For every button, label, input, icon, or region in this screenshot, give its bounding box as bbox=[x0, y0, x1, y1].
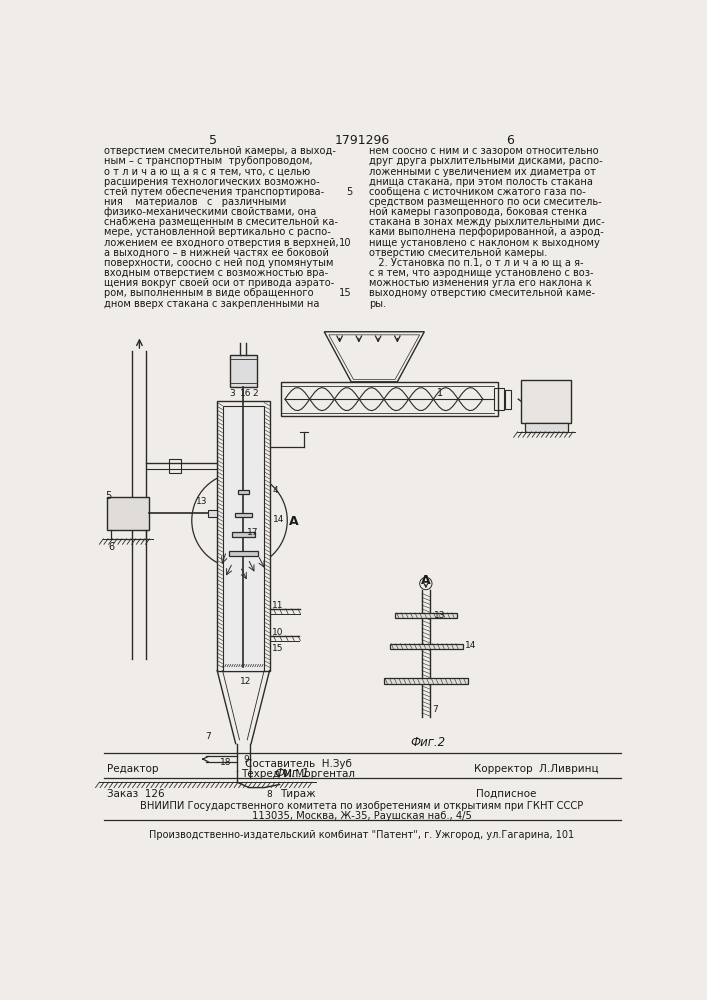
Text: 6: 6 bbox=[109, 542, 115, 552]
Text: входным отверстием с возможностью вра-: входным отверстием с возможностью вра- bbox=[104, 268, 328, 278]
Text: 2. Установка по п.1, о т л и ч а ю щ а я-: 2. Установка по п.1, о т л и ч а ю щ а я… bbox=[369, 258, 583, 268]
Text: 113035, Москва, Ж-35, Раушская наб., 4/5: 113035, Москва, Ж-35, Раушская наб., 4/5 bbox=[252, 811, 472, 821]
Text: ры.: ры. bbox=[369, 299, 386, 309]
Text: 1: 1 bbox=[437, 388, 443, 398]
Bar bbox=[235, 513, 252, 517]
Bar bbox=[223, 406, 264, 671]
Text: ками выполнена перфорированной, а аэрод-: ками выполнена перфорированной, а аэрод- bbox=[369, 227, 604, 237]
Bar bbox=[395, 613, 457, 618]
Text: Корректор  Л.Ливринц: Корректор Л.Ливринц bbox=[474, 764, 599, 774]
Text: ния    материалов   с   различными: ния материалов с различными bbox=[104, 197, 286, 207]
Text: Заказ  126: Заказ 126 bbox=[107, 789, 165, 799]
Bar bbox=[229, 551, 258, 556]
Bar bbox=[238, 490, 249, 494]
Bar bbox=[208, 510, 217, 517]
Text: 10: 10 bbox=[339, 238, 352, 248]
Text: а выходного – в нижней частях ее боковой: а выходного – в нижней частях ее боковой bbox=[104, 248, 329, 258]
Text: 16: 16 bbox=[240, 389, 251, 398]
Text: Редактор: Редактор bbox=[107, 764, 158, 774]
Text: ром, выполненным в виде обращенного: ром, выполненным в виде обращенного bbox=[104, 288, 314, 298]
Text: можностью изменения угла его наклона к: можностью изменения угла его наклона к bbox=[369, 278, 592, 288]
Text: с я тем, что аэроднище установлено с воз-: с я тем, что аэроднище установлено с воз… bbox=[369, 268, 593, 278]
Bar bbox=[390, 644, 463, 649]
Bar bbox=[281, 382, 498, 416]
Text: средством размещенного по оси смеситель-: средством размещенного по оси смеситель- bbox=[369, 197, 602, 207]
Text: стакана в зонах между рыхлительными дис-: стакана в зонах между рыхлительными дис- bbox=[369, 217, 604, 227]
Text: 13: 13 bbox=[196, 497, 207, 506]
Bar bbox=[230, 355, 257, 387]
Text: снабжена размещенным в смесительной ка-: снабжена размещенным в смесительной ка- bbox=[104, 217, 338, 227]
Text: дном вверх стакана с закрепленными на: дном вверх стакана с закрепленными на bbox=[104, 299, 320, 309]
Text: нище установлено с наклоном к выходному: нище установлено с наклоном к выходному bbox=[369, 238, 600, 248]
Text: отверстием смесительной камеры, а выход-: отверстием смесительной камеры, а выход- bbox=[104, 146, 336, 156]
Text: 4: 4 bbox=[273, 486, 279, 495]
Bar bbox=[232, 532, 255, 537]
Text: Тираж: Тираж bbox=[280, 789, 316, 799]
Text: 15: 15 bbox=[272, 644, 284, 653]
Text: 12: 12 bbox=[240, 677, 251, 686]
Text: выходному отверстию смесительной каме-: выходному отверстию смесительной каме- bbox=[369, 288, 595, 298]
Text: расширения технологических возможно-: расширения технологических возможно- bbox=[104, 177, 320, 187]
Text: Фиг.1: Фиг.1 bbox=[274, 767, 309, 780]
Text: Фиг.2: Фиг.2 bbox=[411, 736, 445, 749]
Text: отверстию смесительной камеры.: отверстию смесительной камеры. bbox=[369, 248, 547, 258]
Text: 3: 3 bbox=[230, 389, 235, 398]
Text: ложением ее входного отверстия в верхней,: ложением ее входного отверстия в верхней… bbox=[104, 238, 339, 248]
Text: нем соосно с ним и с зазором относительно: нем соосно с ним и с зазором относительн… bbox=[369, 146, 599, 156]
Text: друг друга рыхлительными дисками, распо-: друг друга рыхлительными дисками, распо- bbox=[369, 156, 602, 166]
Text: 5: 5 bbox=[209, 134, 217, 147]
Bar bbox=[525, 423, 568, 432]
Text: днища стакана, при этом полость стакана: днища стакана, при этом полость стакана bbox=[369, 177, 593, 187]
Text: 5: 5 bbox=[105, 491, 111, 501]
Bar bbox=[107, 497, 149, 530]
Text: мере, установленной вертикально с распо-: мере, установленной вертикально с распо- bbox=[104, 227, 331, 237]
Text: 17: 17 bbox=[247, 528, 259, 537]
Text: Техред М.Моргентал: Техред М.Моргентал bbox=[241, 769, 355, 779]
Text: A: A bbox=[288, 515, 298, 528]
Text: 14: 14 bbox=[465, 641, 477, 650]
Text: 13: 13 bbox=[433, 611, 445, 620]
Text: 8: 8 bbox=[267, 790, 272, 799]
Bar bbox=[506, 389, 511, 409]
Text: 15: 15 bbox=[339, 288, 352, 298]
Text: 11: 11 bbox=[272, 601, 284, 610]
Text: 6: 6 bbox=[506, 134, 514, 147]
Bar bbox=[383, 678, 468, 684]
Text: ным – с транспортным  трубопроводом,: ным – с транспортным трубопроводом, bbox=[104, 156, 312, 166]
Text: ложенными с увеличением их диаметра от: ложенными с увеличением их диаметра от bbox=[369, 167, 596, 177]
Text: 7: 7 bbox=[206, 732, 211, 741]
Text: Составитель  Н.Зуб: Составитель Н.Зуб bbox=[245, 759, 351, 769]
Text: 1791296: 1791296 bbox=[334, 134, 390, 147]
Text: Подписное: Подписное bbox=[476, 789, 536, 799]
Text: ной камеры газопровода, боковая стенка: ной камеры газопровода, боковая стенка bbox=[369, 207, 587, 217]
Text: поверхности, соосно с ней под упомянутым: поверхности, соосно с ней под упомянутым bbox=[104, 258, 334, 268]
Bar bbox=[217, 401, 269, 671]
Bar bbox=[494, 388, 503, 410]
Bar bbox=[170, 459, 181, 473]
Text: 10: 10 bbox=[272, 628, 284, 637]
Text: сообщена с источником сжатого газа по-: сообщена с источником сжатого газа по- bbox=[369, 187, 586, 197]
Text: 7: 7 bbox=[432, 705, 438, 714]
Text: A: A bbox=[421, 574, 431, 587]
Text: о т л и ч а ю щ а я с я тем, что, с целью: о т л и ч а ю щ а я с я тем, что, с цель… bbox=[104, 167, 310, 177]
Text: 14: 14 bbox=[273, 515, 284, 524]
Text: ВНИИПИ Государственного комитета по изобретениям и открытиям при ГКНТ СССР: ВНИИПИ Государственного комитета по изоб… bbox=[140, 801, 583, 811]
Text: 9: 9 bbox=[243, 755, 249, 764]
Text: 5: 5 bbox=[346, 187, 352, 197]
Text: стей путем обеспечения транспортирова-: стей путем обеспечения транспортирова- bbox=[104, 187, 325, 197]
Text: Производственно-издательский комбинат "Патент", г. Ужгород, ул.Гагарина, 101: Производственно-издательский комбинат "П… bbox=[149, 830, 575, 840]
Text: щения вокруг своей оси от привода аэрато-: щения вокруг своей оси от привода аэрато… bbox=[104, 278, 334, 288]
Text: 2: 2 bbox=[252, 389, 258, 398]
Bar bbox=[521, 380, 571, 423]
Text: физико-механическими свойствами, она: физико-механическими свойствами, она bbox=[104, 207, 316, 217]
Text: 18: 18 bbox=[221, 758, 232, 767]
